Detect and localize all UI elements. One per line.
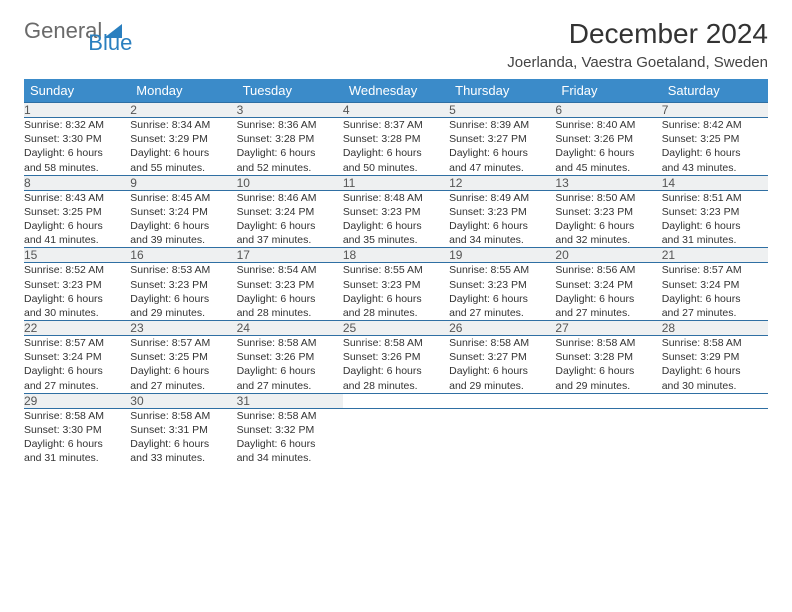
weekday-header: Sunday [24,79,130,103]
day-detail-cell: Sunrise: 8:57 AMSunset: 3:24 PMDaylight:… [662,263,768,321]
day-number-cell: 17 [237,248,343,263]
day-number-cell [662,393,768,408]
day-detail-cell: Sunrise: 8:36 AMSunset: 3:28 PMDaylight:… [237,118,343,176]
day-detail-cell: Sunrise: 8:45 AMSunset: 3:24 PMDaylight:… [130,190,236,248]
day-number-cell: 26 [449,321,555,336]
day-number-cell: 28 [662,321,768,336]
day-number-cell: 24 [237,321,343,336]
day-detail-cell: Sunrise: 8:49 AMSunset: 3:23 PMDaylight:… [449,190,555,248]
day-detail-cell [662,408,768,465]
day-detail-cell: Sunrise: 8:58 AMSunset: 3:30 PMDaylight:… [24,408,130,465]
day-number-cell: 18 [343,248,449,263]
day-number-cell: 11 [343,175,449,190]
day-number-cell: 30 [130,393,236,408]
month-title: December 2024 [507,18,768,50]
day-number-cell: 16 [130,248,236,263]
day-number-cell: 23 [130,321,236,336]
day-number-cell: 5 [449,103,555,118]
day-detail-cell: Sunrise: 8:58 AMSunset: 3:31 PMDaylight:… [130,408,236,465]
day-number-cell: 13 [555,175,661,190]
day-number-cell: 9 [130,175,236,190]
day-number-cell: 4 [343,103,449,118]
day-detail-cell: Sunrise: 8:55 AMSunset: 3:23 PMDaylight:… [343,263,449,321]
day-number-cell: 7 [662,103,768,118]
day-detail-cell: Sunrise: 8:48 AMSunset: 3:23 PMDaylight:… [343,190,449,248]
brand-part2: Blue [88,30,132,56]
title-block: December 2024 Joerlanda, Vaestra Goetala… [507,18,768,77]
day-number-cell: 20 [555,248,661,263]
day-detail-cell [449,408,555,465]
day-detail-cell [343,408,449,465]
day-number-cell: 19 [449,248,555,263]
day-detail-cell: Sunrise: 8:50 AMSunset: 3:23 PMDaylight:… [555,190,661,248]
day-number-cell: 1 [24,103,130,118]
day-detail-cell: Sunrise: 8:53 AMSunset: 3:23 PMDaylight:… [130,263,236,321]
day-number-cell: 3 [237,103,343,118]
location-label: Joerlanda, Vaestra Goetaland, Sweden [507,54,768,71]
weekday-header: Friday [555,79,661,103]
day-detail-cell: Sunrise: 8:43 AMSunset: 3:25 PMDaylight:… [24,190,130,248]
brand-logo: General Blue [24,18,166,44]
day-detail-cell: Sunrise: 8:56 AMSunset: 3:24 PMDaylight:… [555,263,661,321]
day-number-cell: 27 [555,321,661,336]
day-number-cell: 12 [449,175,555,190]
day-detail-cell: Sunrise: 8:57 AMSunset: 3:24 PMDaylight:… [24,336,130,394]
day-number-cell: 25 [343,321,449,336]
day-detail-cell: Sunrise: 8:37 AMSunset: 3:28 PMDaylight:… [343,118,449,176]
weekday-header: Thursday [449,79,555,103]
day-detail-cell [555,408,661,465]
calendar-table: SundayMondayTuesdayWednesdayThursdayFrid… [24,79,768,465]
calendar-body: 1234567Sunrise: 8:32 AMSunset: 3:30 PMDa… [24,103,768,466]
day-number-cell: 29 [24,393,130,408]
day-detail-cell: Sunrise: 8:34 AMSunset: 3:29 PMDaylight:… [130,118,236,176]
weekday-header: Wednesday [343,79,449,103]
day-number-cell [449,393,555,408]
day-detail-cell: Sunrise: 8:58 AMSunset: 3:32 PMDaylight:… [237,408,343,465]
day-detail-cell: Sunrise: 8:58 AMSunset: 3:26 PMDaylight:… [343,336,449,394]
day-detail-cell: Sunrise: 8:58 AMSunset: 3:28 PMDaylight:… [555,336,661,394]
day-number-cell: 2 [130,103,236,118]
day-number-cell: 14 [662,175,768,190]
day-number-cell [343,393,449,408]
day-number-cell: 6 [555,103,661,118]
day-number-cell: 15 [24,248,130,263]
day-number-cell [555,393,661,408]
day-detail-cell: Sunrise: 8:55 AMSunset: 3:23 PMDaylight:… [449,263,555,321]
day-detail-cell: Sunrise: 8:52 AMSunset: 3:23 PMDaylight:… [24,263,130,321]
weekday-header: Tuesday [237,79,343,103]
day-detail-cell: Sunrise: 8:42 AMSunset: 3:25 PMDaylight:… [662,118,768,176]
weekday-header: Monday [130,79,236,103]
day-number-cell: 8 [24,175,130,190]
day-detail-cell: Sunrise: 8:40 AMSunset: 3:26 PMDaylight:… [555,118,661,176]
day-detail-cell: Sunrise: 8:39 AMSunset: 3:27 PMDaylight:… [449,118,555,176]
weekday-header: Saturday [662,79,768,103]
day-detail-cell: Sunrise: 8:32 AMSunset: 3:30 PMDaylight:… [24,118,130,176]
day-number-cell: 21 [662,248,768,263]
day-detail-cell: Sunrise: 8:54 AMSunset: 3:23 PMDaylight:… [237,263,343,321]
day-detail-cell: Sunrise: 8:58 AMSunset: 3:26 PMDaylight:… [237,336,343,394]
header: General Blue December 2024 Joerlanda, Va… [24,18,768,77]
day-number-cell: 31 [237,393,343,408]
day-detail-cell: Sunrise: 8:58 AMSunset: 3:29 PMDaylight:… [662,336,768,394]
day-detail-cell: Sunrise: 8:57 AMSunset: 3:25 PMDaylight:… [130,336,236,394]
day-number-cell: 22 [24,321,130,336]
day-detail-cell: Sunrise: 8:58 AMSunset: 3:27 PMDaylight:… [449,336,555,394]
day-detail-cell: Sunrise: 8:46 AMSunset: 3:24 PMDaylight:… [237,190,343,248]
day-number-cell: 10 [237,175,343,190]
day-detail-cell: Sunrise: 8:51 AMSunset: 3:23 PMDaylight:… [662,190,768,248]
calendar-head: SundayMondayTuesdayWednesdayThursdayFrid… [24,79,768,103]
